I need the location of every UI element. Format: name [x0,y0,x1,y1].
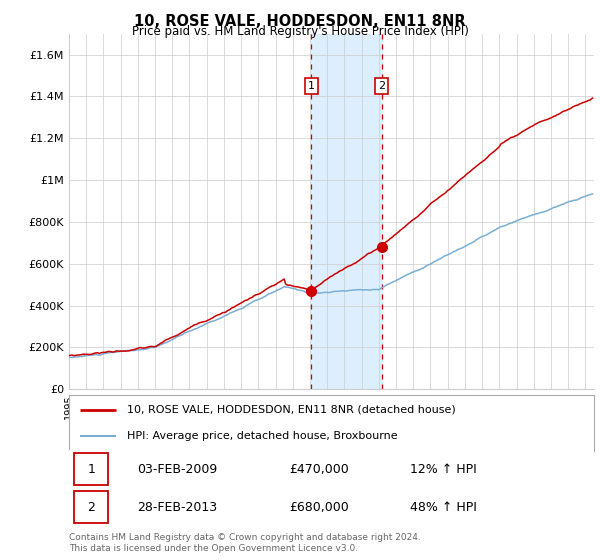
FancyBboxPatch shape [74,491,109,524]
Text: 2: 2 [378,81,385,91]
FancyBboxPatch shape [74,453,109,486]
Text: 1: 1 [308,81,315,91]
Text: 2: 2 [88,501,95,514]
Text: 1: 1 [88,463,95,476]
Text: 12% ↑ HPI: 12% ↑ HPI [410,463,477,476]
Text: 28-FEB-2013: 28-FEB-2013 [137,501,217,514]
Text: Contains HM Land Registry data © Crown copyright and database right 2024.
This d: Contains HM Land Registry data © Crown c… [69,533,421,553]
Text: HPI: Average price, detached house, Broxbourne: HPI: Average price, detached house, Brox… [127,431,397,441]
Text: Price paid vs. HM Land Registry's House Price Index (HPI): Price paid vs. HM Land Registry's House … [131,25,469,38]
Text: £680,000: £680,000 [290,501,349,514]
Text: 10, ROSE VALE, HODDESDON, EN11 8NR (detached house): 10, ROSE VALE, HODDESDON, EN11 8NR (deta… [127,405,455,415]
Bar [311,34,382,389]
Text: 48% ↑ HPI: 48% ↑ HPI [410,501,477,514]
Text: £470,000: £470,000 [290,463,349,476]
Text: 10, ROSE VALE, HODDESDON, EN11 8NR: 10, ROSE VALE, HODDESDON, EN11 8NR [134,14,466,29]
Text: 03-FEB-2009: 03-FEB-2009 [137,463,218,476]
